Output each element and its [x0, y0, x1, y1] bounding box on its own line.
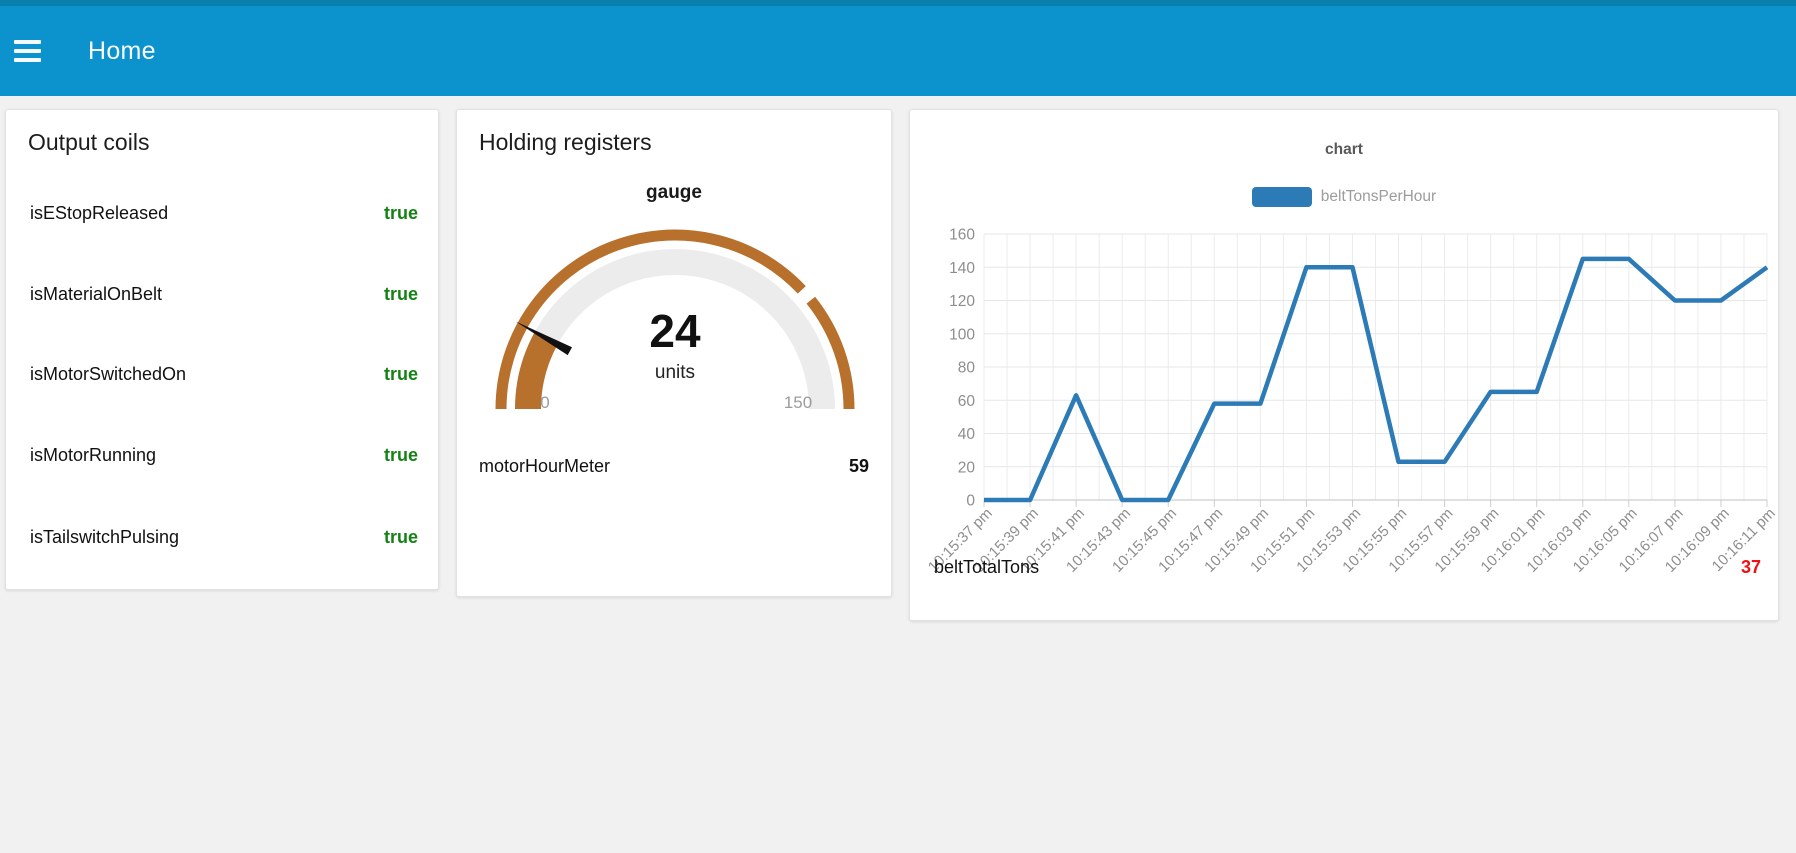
legend-label[interactable]: beltTonsPerHour	[1320, 188, 1437, 205]
card-title: Holding registers	[479, 129, 652, 155]
coil-row: isEStopReleased true	[30, 200, 418, 226]
coil-value: true	[383, 363, 418, 384]
gauge-widget: 24 units 0 150	[495, 229, 855, 412]
coil-value: true	[383, 202, 418, 223]
register-row: motorHourMeter 59	[479, 453, 869, 479]
output-coils-card: Output coils isEStopReleased true isMate…	[5, 109, 439, 590]
gauge-title: gauge	[646, 182, 702, 203]
chart-title: chart	[1325, 141, 1363, 158]
coil-row: isMotorSwitchedOn true	[30, 361, 418, 387]
gauge-outer-ring	[495, 229, 806, 410]
chart-footer-row: beltTotalTons 37	[934, 554, 1761, 580]
chart-legend: beltTonsPerHour	[910, 187, 1778, 207]
coil-label: isMaterialOnBelt	[30, 283, 163, 304]
coil-label: isMotorRunning	[30, 444, 157, 465]
gauge-units: units	[655, 362, 695, 383]
card-title: Output coils	[28, 129, 150, 155]
coil-row: isTailswitchPulsing true	[30, 524, 418, 550]
gauge-min-label: 0	[540, 393, 549, 412]
coil-row: isMotorRunning true	[30, 442, 418, 468]
y-axis-tick-label: 160	[949, 227, 975, 244]
register-label: motorHourMeter	[479, 455, 611, 476]
coil-row: isMaterialOnBelt true	[30, 281, 418, 307]
y-axis-tick-label: 100	[949, 326, 975, 343]
register-value: 59	[848, 455, 869, 476]
gauge-outer-ring	[806, 296, 855, 410]
chart-card: 0 20 40 60 80 100 120 140 160 10:15:37 pm 10:15:39…	[909, 109, 1779, 621]
header-top-strip	[0, 0, 1796, 6]
header-row: Home	[0, 6, 1796, 96]
y-axis-tick-label: 40	[958, 426, 976, 443]
y-axis-tick-label: 80	[958, 360, 976, 377]
chart-grid	[983, 233, 1768, 507]
gauge-max-label: 150	[784, 393, 812, 412]
footer-value: 37	[1740, 556, 1761, 577]
holding-registers-card: Holding registers gauge 24 units 0 150 moto…	[456, 109, 892, 597]
gauge-value: 24	[649, 305, 701, 357]
coil-value: true	[383, 444, 418, 465]
y-axis-tick-label: 20	[958, 459, 976, 476]
coil-label: isEStopReleased	[30, 202, 169, 223]
app-header: Home	[0, 0, 1796, 96]
footer-label: beltTotalTons	[934, 556, 1040, 577]
coil-value: true	[383, 283, 418, 304]
coil-label: isMotorSwitchedOn	[30, 363, 187, 384]
gauge-needle	[515, 321, 573, 356]
y-axis-tick-label: 60	[958, 393, 976, 410]
series-line-beltTonsPerHour	[984, 256, 1769, 503]
y-axis-tick-label: 0	[966, 493, 975, 510]
gauge-value-arc	[515, 331, 558, 410]
coil-label: isTailswitchPulsing	[30, 526, 180, 547]
hamburger-menu-icon[interactable]	[9, 28, 55, 74]
y-axis-tick-label: 140	[949, 260, 975, 277]
y-axis-tick-label: 120	[949, 293, 975, 310]
legend-swatch[interactable]	[1251, 187, 1312, 207]
coil-value: true	[383, 526, 418, 547]
page-title: Home	[88, 36, 156, 65]
